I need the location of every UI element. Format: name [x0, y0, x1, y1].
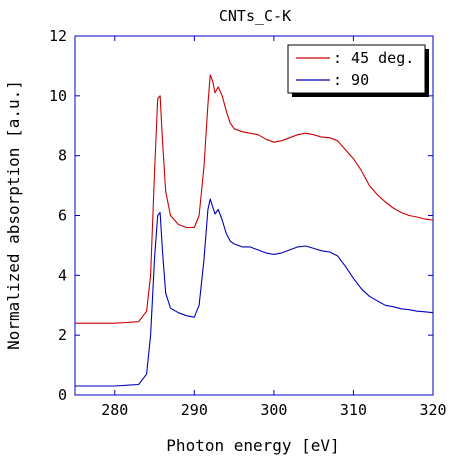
chart-title: CNTs_C-K: [219, 7, 291, 25]
legend-box: [287, 44, 426, 94]
y-tick-label: 6: [58, 207, 67, 225]
series-line-1: [75, 198, 434, 387]
series-layer: [75, 74, 434, 387]
legend: : 45 deg. : 90: [287, 44, 429, 97]
legend-label-45-deg: : 45 deg.: [333, 49, 414, 67]
y-tick-label: 8: [58, 147, 67, 165]
series-line-0: [75, 74, 434, 324]
x-tick-label: 320: [419, 401, 446, 419]
y-tick-label: 2: [58, 326, 67, 344]
y-tick-label: 12: [49, 27, 67, 45]
x-tick-label: 280: [101, 401, 128, 419]
y-tick-label: 10: [49, 87, 67, 105]
x-tick-label: 290: [181, 401, 208, 419]
ticks-layer: 280 290 300 310 320 0 2 4 6 8 10 12: [49, 27, 447, 419]
x-tick-label: 300: [260, 401, 287, 419]
x-tick-label: 310: [340, 401, 367, 419]
x-axis-label: Photon energy [eV]: [166, 436, 339, 455]
y-axis-label: Normalized absorption [a.u.]: [4, 80, 23, 350]
y-tick-label: 0: [58, 386, 67, 404]
legend-label-90: : 90: [333, 71, 369, 89]
y-tick-label: 4: [58, 266, 67, 284]
